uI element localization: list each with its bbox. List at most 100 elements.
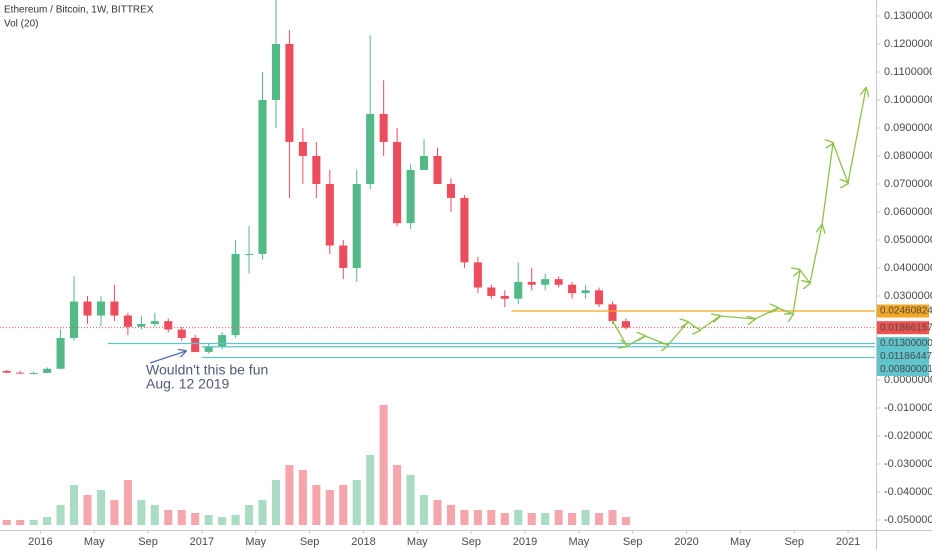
y-tick-label: -0.03000000: [884, 458, 932, 470]
y-tick-label: 0.07000000: [884, 178, 932, 190]
volume-bar: [123, 480, 132, 525]
candle-body: [621, 321, 630, 328]
candle-body: [123, 315, 132, 327]
x-tick-label: 2017: [190, 536, 214, 548]
candle-body: [433, 155, 442, 184]
volume-bar: [433, 500, 442, 525]
projection-arrows: [611, 88, 866, 346]
candle-body: [487, 287, 496, 296]
candle-body: [312, 155, 321, 184]
candle-body: [70, 301, 79, 338]
volume-bar: [420, 495, 429, 525]
y-tick-label: -0.05000000: [884, 514, 932, 526]
candle-body: [29, 372, 38, 374]
volume-label: Vol (20): [4, 19, 38, 30]
volume-bar: [271, 480, 280, 525]
level-label: 0.00800001: [880, 364, 932, 375]
volume-bar: [473, 510, 482, 525]
volume-bar: [352, 480, 361, 525]
volume-bar: [568, 513, 577, 525]
volume-bar: [2, 520, 11, 525]
level-label-box: [877, 363, 929, 377]
level-label: 0.01866157: [880, 322, 932, 333]
annotation-arrow: [149, 351, 186, 364]
volume-bar: [43, 517, 52, 525]
volume-bar: [500, 513, 509, 525]
volume-bar: [366, 455, 375, 525]
x-tick-label: 2018: [351, 536, 375, 548]
volume-bar: [608, 510, 617, 525]
volume-bar: [258, 500, 267, 525]
volume-bar: [204, 515, 213, 525]
volume-bar: [245, 505, 254, 525]
candle-body: [406, 169, 415, 224]
x-tick-label: 2016: [28, 536, 52, 548]
volume-bar: [29, 520, 38, 525]
candle-body: [285, 43, 294, 142]
volume-bar: [16, 520, 25, 525]
volume-bar: [56, 505, 65, 525]
y-tick-label: 0.08000000: [884, 150, 932, 162]
candle-body: [339, 245, 348, 268]
volume-bar: [527, 513, 536, 525]
candle-body: [245, 253, 254, 255]
volume-bar: [191, 513, 200, 525]
candle-body: [446, 183, 455, 198]
x-tick-label: May: [568, 536, 589, 548]
candle-body: [554, 279, 563, 285]
candle-body: [177, 329, 186, 338]
x-tick-label: Sep: [461, 536, 481, 548]
candle-body: [325, 183, 334, 246]
volume-bar: [177, 510, 186, 525]
candle-body: [514, 281, 523, 299]
candle-body: [595, 290, 604, 305]
x-tick-label: 2020: [674, 536, 698, 548]
candle-body: [581, 290, 590, 294]
candle-body: [110, 301, 119, 316]
annotation: Aug. 12 2019: [146, 376, 230, 392]
level-label-box: [877, 337, 929, 351]
volume-bar: [110, 500, 119, 525]
volume-bar: [298, 470, 307, 525]
volume-bar: [312, 485, 321, 525]
y-tick-label: -0.01000000: [884, 402, 932, 414]
volume-bar: [218, 517, 227, 525]
volume-bar: [460, 510, 469, 525]
volume-bar: [150, 505, 159, 525]
volume-bar: [285, 465, 294, 525]
volume-bar: [541, 513, 550, 525]
chart-title: Ethereum / Bitcoin, 1W, BITTREX: [4, 5, 154, 16]
candle-body: [150, 321, 159, 324]
level-label-box: [877, 350, 929, 364]
candle-body: [527, 281, 536, 285]
x-tick-label: Sep: [300, 536, 320, 548]
volume-bar: [621, 517, 630, 525]
candle-body: [352, 183, 361, 268]
volume-bar: [393, 465, 402, 525]
x-tick-label: May: [84, 536, 105, 548]
candle-body: [460, 197, 469, 263]
x-tick-label: Sep: [784, 536, 804, 548]
annotation: Wouldn't this be fun: [146, 362, 268, 378]
candle-body: [164, 321, 173, 330]
candle-body: [137, 323, 146, 327]
volume-bar: [83, 495, 92, 525]
candle-body: [500, 295, 509, 299]
y-tick-label: 0.05000000: [884, 234, 932, 246]
y-tick-label: 0.09000000: [884, 122, 932, 134]
y-tick-label: 0.10000000: [884, 94, 932, 106]
volume-bar: [514, 510, 523, 525]
candle-body: [568, 284, 577, 294]
volume-bar: [137, 500, 146, 525]
x-tick-label: 2021: [836, 536, 860, 548]
volume-bar: [581, 510, 590, 525]
x-tick-label: Sep: [623, 536, 643, 548]
candle-body: [608, 304, 617, 322]
y-tick-label: -0.02000000: [884, 430, 932, 442]
candle-body: [366, 113, 375, 184]
candle-body: [43, 368, 52, 373]
candle-body: [56, 337, 65, 369]
